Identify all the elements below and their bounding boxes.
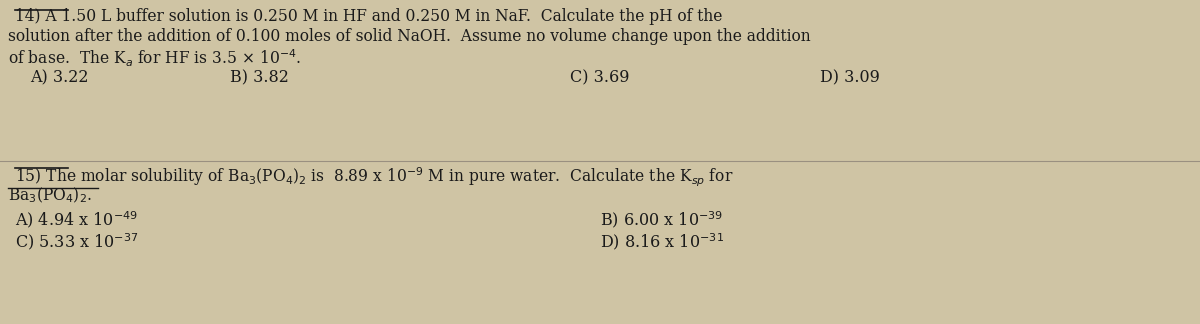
Text: C) 3.69: C) 3.69 [570, 69, 630, 86]
Text: A) 4.94 x 10$^{-49}$: A) 4.94 x 10$^{-49}$ [14, 209, 138, 230]
Text: 15) The molar solubility of Ba$_3$(PO$_4$)$_2$ is  8.89 x 10$^{-9}$ M in pure wa: 15) The molar solubility of Ba$_3$(PO$_4… [14, 166, 733, 189]
Text: C) 5.33 x 10$^{-37}$: C) 5.33 x 10$^{-37}$ [14, 231, 138, 252]
Text: solution after the addition of 0.100 moles of solid NaOH.  Assume no volume chan: solution after the addition of 0.100 mol… [8, 28, 811, 45]
Text: D) 8.16 x 10$^{-31}$: D) 8.16 x 10$^{-31}$ [600, 231, 724, 252]
Text: of base.  The K$_a$ for HF is 3.5 $\times$ 10$^{-4}$.: of base. The K$_a$ for HF is 3.5 $\times… [8, 48, 301, 69]
Text: B) 6.00 x 10$^{-39}$: B) 6.00 x 10$^{-39}$ [600, 209, 724, 230]
Text: 14) A 1.50 L buffer solution is 0.250 M in HF and 0.250 M in NaF.  Calculate the: 14) A 1.50 L buffer solution is 0.250 M … [14, 8, 722, 25]
Text: D) 3.09: D) 3.09 [820, 69, 880, 86]
Text: A) 3.22: A) 3.22 [30, 69, 89, 86]
Text: Ba$_3$(PO$_4$)$_2$.: Ba$_3$(PO$_4$)$_2$. [8, 186, 92, 205]
Text: B) 3.82: B) 3.82 [230, 69, 289, 86]
